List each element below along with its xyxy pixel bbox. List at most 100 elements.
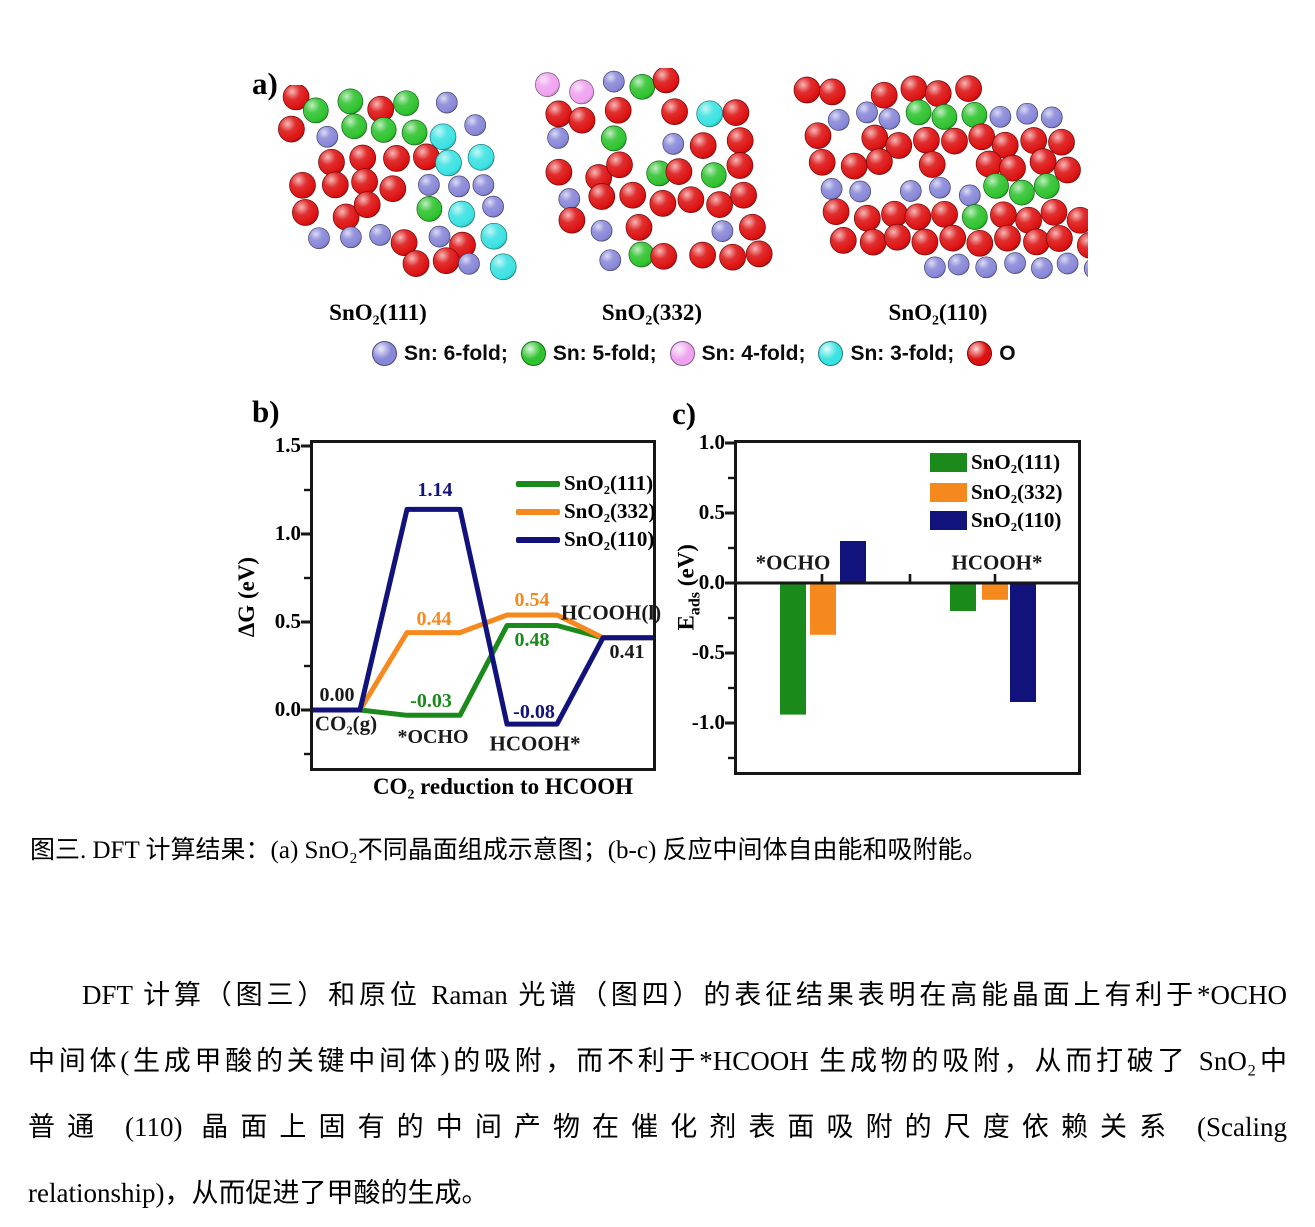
atom bbox=[545, 158, 573, 186]
sno2-111-structure-image bbox=[278, 85, 517, 281]
atom bbox=[856, 101, 878, 124]
atom bbox=[939, 224, 967, 252]
atom bbox=[435, 91, 458, 114]
atom-legend-item: Sn: 4-fold; bbox=[669, 341, 806, 366]
atom bbox=[662, 133, 685, 155]
annotation-0.00: 0.00 bbox=[319, 684, 355, 706]
atom bbox=[619, 181, 647, 209]
atom bbox=[904, 203, 932, 231]
atom bbox=[829, 227, 857, 254]
category-label: HCOOH* bbox=[951, 550, 1043, 575]
atom bbox=[369, 224, 391, 246]
atom bbox=[432, 247, 460, 275]
panel-b-legend-item: SnO₂(111) bbox=[516, 473, 653, 494]
atom bbox=[885, 132, 913, 159]
atom bbox=[292, 199, 319, 226]
atom bbox=[1056, 252, 1079, 275]
atom bbox=[418, 174, 440, 196]
atom bbox=[428, 225, 451, 248]
body-line: DFT 计算（图三）和原位 Raman 光谱（图四）的表征结果表明在高能晶面上有… bbox=[82, 980, 1287, 1010]
body-paragraph: DFT 计算（图三）和原位 Raman 光谱（图四）的表征结果表明在高能晶面上有… bbox=[28, 962, 1287, 1226]
free-energy-svg bbox=[301, 444, 653, 756]
atom bbox=[861, 124, 889, 152]
atom bbox=[416, 196, 443, 222]
legend-color-swatch bbox=[930, 453, 967, 472]
atom bbox=[489, 253, 517, 281]
atom bbox=[650, 242, 678, 270]
atom bbox=[349, 144, 377, 172]
atom bbox=[1054, 156, 1081, 184]
atom bbox=[464, 114, 487, 136]
atom bbox=[628, 241, 655, 268]
sn5-atom-icon bbox=[520, 341, 546, 366]
legend-label: SnO₂(332) bbox=[564, 499, 656, 523]
atom bbox=[606, 151, 633, 179]
atom bbox=[808, 148, 836, 176]
bar-SnO₂(111)-HCOOH* bbox=[950, 583, 976, 611]
structure-label-332: SnO₂(332) bbox=[601, 300, 703, 325]
legend-line-swatch bbox=[516, 508, 560, 515]
atom bbox=[745, 240, 773, 268]
panel-c-label: c) bbox=[672, 396, 697, 431]
annotation-0.54: 0.54 bbox=[514, 589, 550, 611]
atom bbox=[853, 204, 881, 232]
atom bbox=[849, 180, 872, 203]
atom bbox=[975, 150, 1003, 178]
atom bbox=[602, 70, 625, 93]
atom-legend-text: Sn: 4-fold; bbox=[701, 341, 806, 365]
atom bbox=[719, 243, 746, 271]
atom bbox=[568, 106, 596, 134]
atom-legend-item: Sn: 3-fold; bbox=[818, 341, 954, 366]
atom bbox=[1083, 259, 1088, 278]
sn3-atom-icon bbox=[818, 341, 844, 366]
atom bbox=[911, 228, 939, 256]
category-label: *OCHO bbox=[755, 550, 831, 575]
figure-caption: 图三. DFT 计算结果：(a) SnO₂不同晶面组成示意图；(b-c) 反应中… bbox=[30, 837, 988, 864]
atom bbox=[545, 100, 573, 128]
atom bbox=[379, 175, 407, 203]
atom bbox=[913, 126, 940, 154]
legend-line-swatch bbox=[516, 536, 560, 543]
atom bbox=[353, 191, 381, 219]
atom bbox=[1040, 198, 1068, 226]
atom bbox=[931, 200, 958, 228]
atom bbox=[482, 195, 504, 218]
atom-color-legend: Sn: 6-fold; Sn: 5-fold; Sn: 4-fold; Sn: … bbox=[372, 341, 1016, 366]
atom bbox=[975, 256, 998, 279]
atom bbox=[316, 125, 339, 148]
atom bbox=[1033, 173, 1060, 199]
atom bbox=[924, 256, 946, 279]
atom bbox=[448, 175, 470, 198]
atom bbox=[1040, 106, 1063, 129]
atom bbox=[435, 149, 462, 177]
atom-legend-item: Sn: 6-fold; bbox=[372, 341, 508, 366]
atom bbox=[590, 219, 613, 242]
atom bbox=[722, 99, 750, 126]
atom bbox=[726, 127, 754, 154]
atom bbox=[390, 229, 418, 256]
body-line: 普通 (110) 晶面上固有的中间产物在催化剂表面吸附的尺度依赖关系 (Scal… bbox=[28, 1112, 1287, 1142]
atom bbox=[866, 148, 893, 175]
atom bbox=[1004, 252, 1026, 274]
atom-legend-item: Sn: 5-fold; bbox=[520, 341, 657, 366]
adsorption-energy-svg bbox=[725, 441, 1078, 760]
atom bbox=[458, 252, 480, 275]
atom bbox=[370, 117, 397, 143]
adsorption-energy-plot: 1.0 0.5 0.0 -0.5 -1.0 *OCHO HCOOH* SnO₂(111) SnO… bbox=[692, 432, 1081, 775]
atom bbox=[547, 127, 569, 149]
atom bbox=[337, 88, 364, 115]
atom bbox=[467, 143, 495, 171]
atom bbox=[990, 201, 1017, 229]
panel-b-x-axis-label: CO₂ reduction to HCOOH bbox=[372, 774, 634, 799]
atom bbox=[351, 168, 378, 196]
atom bbox=[393, 90, 419, 117]
atom bbox=[931, 104, 958, 130]
atom bbox=[1076, 232, 1088, 259]
panel-b-legend-item: SnO₂(332) bbox=[516, 501, 655, 522]
atom bbox=[1046, 225, 1073, 252]
structure-label-110: SnO₂(110) bbox=[888, 300, 988, 325]
atom-legend-text: O bbox=[999, 341, 1016, 365]
atom bbox=[941, 127, 968, 155]
atom bbox=[999, 154, 1026, 182]
